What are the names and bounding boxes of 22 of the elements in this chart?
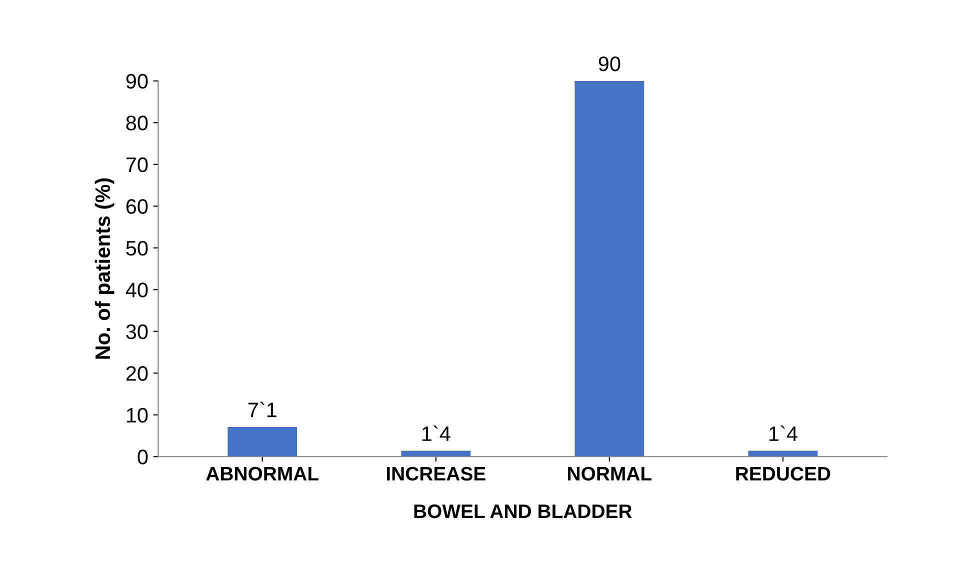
y-tick-label: 40 <box>126 282 148 298</box>
y-axis-title: No. of patients (%) <box>94 178 114 359</box>
x-tick-label: ABNORMAL <box>206 466 318 481</box>
y-tick-label: 30 <box>126 324 148 340</box>
x-tick-label: NORMAL <box>568 466 652 481</box>
data-label: 1`4 <box>422 426 450 441</box>
bar <box>228 426 298 457</box>
y-tick-label: 50 <box>126 240 148 256</box>
bar <box>574 80 644 457</box>
data-label: 90 <box>598 56 620 72</box>
y-tick-label: 20 <box>126 366 148 381</box>
y-tick-label: 70 <box>126 157 148 172</box>
data-label: 1`4 <box>769 426 798 441</box>
x-axis-title: BOWEL AND BLADDER <box>414 504 632 518</box>
x-tick-label: REDUCED <box>736 466 830 481</box>
y-tick-label: 80 <box>126 116 148 130</box>
y-tick-label: 0 <box>138 450 148 464</box>
data-label: 7`1 <box>248 402 276 418</box>
y-tick-label: 90 <box>126 74 148 89</box>
y-tick-label: 10 <box>126 408 148 423</box>
y-tick-label: 60 <box>126 199 148 214</box>
x-tick-label: INCREASE <box>386 466 486 481</box>
